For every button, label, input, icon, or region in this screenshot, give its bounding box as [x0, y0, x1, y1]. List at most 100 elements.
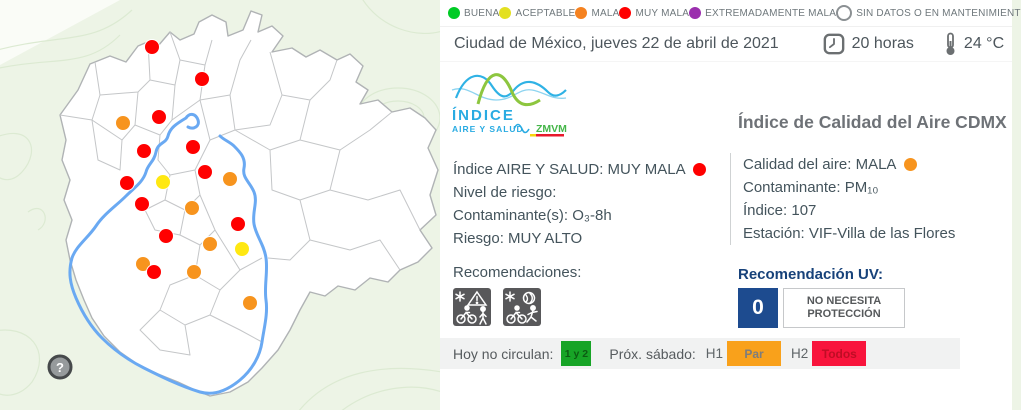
- header-bar: Ciudad de México, jueves 22 de abril de …: [440, 27, 1012, 62]
- station-dot-muy-mala[interactable]: [134, 196, 150, 212]
- station-dot-muy-mala[interactable]: [144, 39, 160, 55]
- quality-value: MALA: [855, 156, 896, 173]
- temperature-value: 24 °C: [963, 35, 1005, 52]
- risk-line: Nivel de riesgo:: [453, 181, 725, 204]
- station-dot-aceptable[interactable]: [155, 174, 171, 190]
- h2-label: H2: [791, 346, 809, 361]
- station-dot-muy-mala[interactable]: [197, 164, 213, 180]
- station-dot-mala[interactable]: [115, 115, 131, 131]
- extremadamente-mala-dot-icon: [689, 7, 702, 19]
- stations-layer: [115, 39, 258, 311]
- no-circula-today-badge: 1 y 2: [561, 341, 592, 366]
- legend-item-aceptable: ACEPTABLE: [499, 7, 575, 19]
- station-label: Estación:: [743, 225, 805, 242]
- logo-region: ZMVM: [536, 123, 567, 135]
- h1-label: H1: [705, 346, 724, 361]
- station-dot-mala[interactable]: [242, 295, 258, 311]
- legend-item-mala: MALA: [575, 7, 619, 19]
- aqi-legend: BUENA ACEPTABLE MALA MUY MALA EXTREMADAM…: [440, 0, 1021, 27]
- station-line: Estación: VIF-Villa de las Flores: [743, 222, 1011, 245]
- clock-icon: [823, 33, 845, 55]
- hoy-no-circula-bar: Hoy no circulan: 1 y 2 Próx. sábado: H1 …: [440, 338, 960, 369]
- legend-label: ACEPTABLE: [515, 7, 576, 19]
- legend-item-buena: BUENA: [448, 7, 499, 19]
- index-label: Índice AIRE Y SALUD:: [453, 161, 604, 178]
- logo-underline-yellow: [530, 134, 536, 137]
- station-dot-mala[interactable]: [222, 171, 238, 187]
- pollutant-value: PM₁₀: [844, 179, 879, 196]
- calidad-aire-info: Calidad del aire: MALA Contaminante: PM₁…: [730, 153, 1011, 245]
- legend-label: MALA: [591, 7, 620, 19]
- station-dot-muy-mala[interactable]: [194, 71, 210, 87]
- no-circula-today-label: Hoy no circulan:: [453, 345, 554, 362]
- logo-subtitle: AIRE Y SALUD: [452, 124, 524, 134]
- legend-item-sin-datos: SIN DATOS O EN MANTENIMIENTO: [836, 5, 1021, 21]
- station-dot-muy-mala[interactable]: [146, 264, 162, 280]
- station-dot-mala[interactable]: [135, 256, 151, 272]
- h1-badge: Par: [727, 341, 782, 366]
- station-dot-muy-mala[interactable]: [119, 175, 135, 191]
- station-dot-mala[interactable]: [202, 236, 218, 252]
- legend-label: MUY MALA: [635, 7, 690, 19]
- quality-line: Calidad del aire: MALA: [743, 153, 1011, 176]
- index-value: MUY MALA: [607, 161, 685, 178]
- legend-item-muy-mala: MUY MALA: [619, 7, 689, 19]
- index-label: Índice:: [743, 202, 788, 219]
- pollutant-line: Contaminante(s): O₃-8h: [453, 204, 725, 227]
- station-value: VIF-Villa de las Flores: [808, 225, 956, 242]
- recommendation-icons: [453, 288, 541, 326]
- aire-y-salud-info: Índice AIRE Y SALUD: MUY MALA Nivel de r…: [453, 158, 725, 250]
- location-date: Ciudad de México, jueves 22 de abril de …: [454, 35, 779, 52]
- sin-datos-dot-icon: [836, 5, 853, 21]
- index-value: 107: [791, 202, 817, 219]
- station-dot-mala[interactable]: [186, 264, 202, 280]
- legend-item-extremadamente-mala: EXTREMADAMENTE MALA: [689, 7, 836, 19]
- pollutant-line: Contaminante: PM₁₀: [743, 176, 1011, 199]
- station-dot-aceptable[interactable]: [234, 241, 250, 257]
- station-dot-mala[interactable]: [184, 200, 200, 216]
- indice-aire-y-salud-logo: ÍNDICE AIRE Y SALUD ZMVM: [448, 60, 588, 144]
- legend-label: EXTREMADAMENTE MALA: [705, 7, 837, 19]
- station-dot-muy-mala[interactable]: [185, 139, 201, 155]
- cdmx-boundary-line: [68, 112, 269, 395]
- pollutant-label: Contaminante:: [743, 179, 841, 196]
- station-dot-muy-mala[interactable]: [230, 216, 246, 232]
- muy-mala-dot-icon: [619, 7, 632, 19]
- station-map: ?: [0, 0, 440, 410]
- aceptable-dot-icon: [499, 7, 512, 19]
- uv-widget: 0 NO NECESITA PROTECCIÓN: [738, 288, 905, 328]
- pollutant-label: Contaminante(s):: [453, 207, 569, 224]
- muy-mala-status-dot-icon: [692, 163, 706, 176]
- contour-lines: [0, 0, 440, 410]
- logo-underline-red: [536, 134, 564, 137]
- info-panel: BUENA ACEPTABLE MALA MUY MALA EXTREMADAM…: [440, 0, 1021, 410]
- station-dot-muy-mala[interactable]: [158, 228, 174, 244]
- map-svg: ?: [0, 0, 440, 410]
- h2-badge: Todos: [812, 341, 867, 366]
- risk-level-value: MUY ALTO: [508, 230, 583, 247]
- legend-label: BUENA: [464, 7, 500, 19]
- map-help-button[interactable]: ?: [47, 354, 73, 380]
- risk-level-label: Riesgo:: [453, 230, 504, 247]
- index-line: Índice: 107: [743, 199, 1011, 222]
- index-line: Índice AIRE Y SALUD: MUY MALA: [453, 158, 725, 181]
- no-circula-saturday-label: Próx. sábado:: [609, 345, 696, 362]
- help-circle[interactable]: [47, 354, 73, 380]
- quality-label: Calidad del aire:: [743, 156, 852, 173]
- legend-label: SIN DATOS O EN MANTENIMIENTO: [856, 7, 1021, 19]
- logo-title: ÍNDICE: [452, 107, 515, 124]
- recommendations-title: Recomendaciones:: [453, 264, 582, 281]
- page-title: Índice de Calidad del Aire CDMX: [738, 112, 1007, 132]
- help-question-icon: ?: [56, 360, 64, 375]
- cyclist-runner-night-icon: [503, 288, 541, 326]
- logo-blue-wave: [454, 74, 567, 99]
- logo-svg: ÍNDICE AIRE Y SALUD ZMVM: [451, 73, 567, 137]
- time-value: 20 horas: [851, 35, 914, 52]
- station-dot-muy-mala[interactable]: [151, 109, 167, 125]
- risk-label: Nivel de riesgo:: [453, 184, 557, 201]
- time-group: 20 horas: [823, 33, 914, 55]
- station-dot-muy-mala[interactable]: [136, 143, 152, 159]
- uv-index-badge: 0: [738, 288, 778, 328]
- map-corner-shade: [0, 0, 120, 65]
- mala-dot-icon: [575, 7, 588, 19]
